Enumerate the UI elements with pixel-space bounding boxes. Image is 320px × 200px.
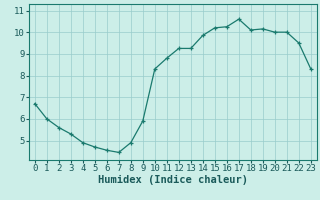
X-axis label: Humidex (Indice chaleur): Humidex (Indice chaleur)	[98, 175, 248, 185]
